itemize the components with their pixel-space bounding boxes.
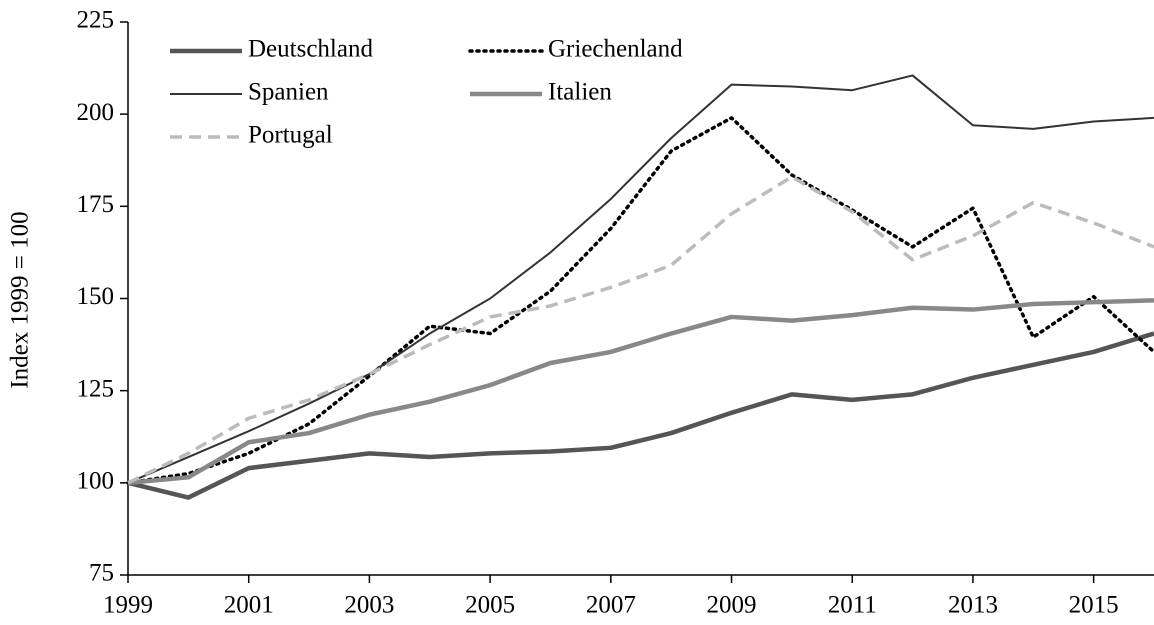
legend-label: Portugal: [248, 122, 333, 149]
y-axis-label: Index 1999 = 100: [7, 211, 34, 388]
x-tick-label: 2001: [224, 592, 274, 619]
x-tick-label: 2013: [948, 592, 998, 619]
legend-label: Griechenland: [548, 36, 683, 63]
x-tick-label: 2011: [828, 592, 877, 619]
legend-label: Italien: [548, 79, 612, 106]
y-tick-label: 100: [77, 468, 115, 495]
x-tick-label: 2003: [344, 592, 394, 619]
x-tick-label: 2009: [707, 592, 757, 619]
x-tick-label: 1999: [103, 592, 153, 619]
y-tick-label: 150: [77, 283, 115, 310]
x-tick-label: 2007: [586, 592, 636, 619]
y-tick-label: 175: [77, 191, 115, 218]
legend-label: Spanien: [248, 79, 329, 106]
x-tick-label: 2015: [1069, 592, 1119, 619]
series-line: [127, 175, 1154, 485]
y-tick-label: 125: [77, 375, 115, 402]
x-tick-label: 2005: [465, 592, 515, 619]
series-line: [127, 74, 1154, 484]
series-line: [127, 331, 1154, 500]
legend-label: Deutschland: [248, 36, 373, 63]
y-tick-label: 225: [77, 7, 115, 34]
series-line: [126, 116, 1154, 485]
series-line: [127, 298, 1154, 486]
y-tick-label: 200: [77, 99, 115, 126]
y-tick-label: 75: [89, 560, 114, 587]
